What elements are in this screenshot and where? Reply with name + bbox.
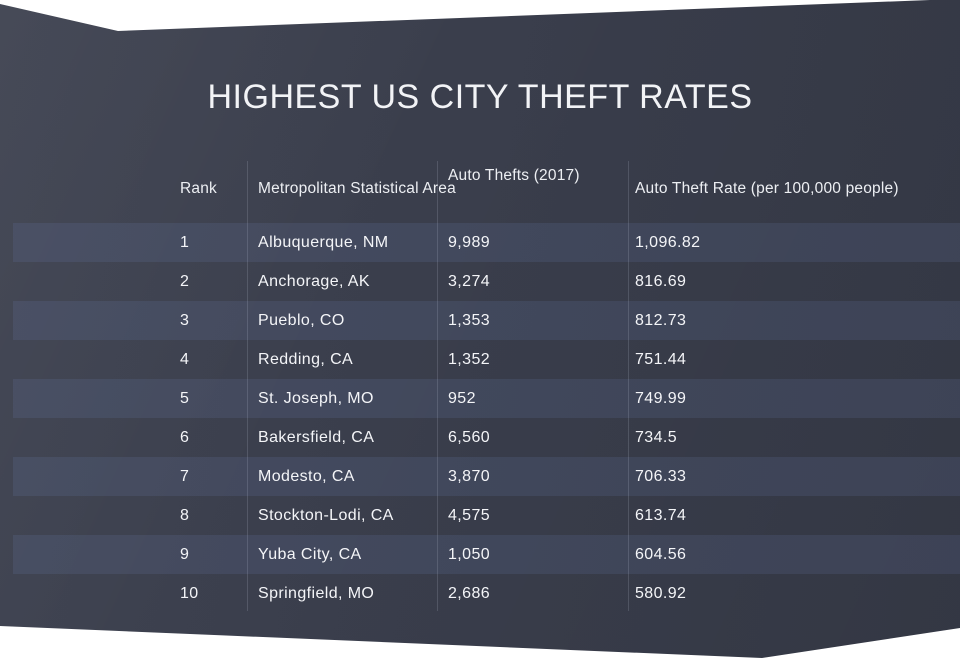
cell-theft-rate: 812.73 <box>635 311 687 329</box>
cell-rank: 5 <box>180 389 190 407</box>
cell-rank: 1 <box>180 233 190 251</box>
cell-metro-area: Modesto, CA <box>258 467 355 485</box>
table-row: 8 Stockton-Lodi, CA 4,575 613.74 <box>13 496 960 535</box>
cell-theft-rate: 751.44 <box>635 350 687 368</box>
column-divider-2 <box>437 161 438 611</box>
cell-theft-rate: 613.74 <box>635 506 687 524</box>
cell-metro-area: Yuba City, CA <box>258 545 362 563</box>
cell-auto-thefts: 1,353 <box>448 311 491 329</box>
cell-theft-rate: 749.99 <box>635 389 687 407</box>
cell-theft-rate: 706.33 <box>635 467 687 485</box>
cell-auto-thefts: 4,575 <box>448 506 491 524</box>
cell-auto-thefts: 2,686 <box>448 584 491 602</box>
table-row: 6 Bakersfield, CA 6,560 734.5 <box>13 418 960 457</box>
cell-metro-area: Bakersfield, CA <box>258 428 375 446</box>
table-row: 7 Modesto, CA 3,870 706.33 <box>13 457 960 496</box>
column-header-auto-thefts: Auto Thefts (2017) <box>448 167 580 184</box>
cell-rank: 2 <box>180 272 190 290</box>
column-header-rank: Rank <box>180 180 217 197</box>
cell-auto-thefts: 6,560 <box>448 428 491 446</box>
cell-auto-thefts: 3,870 <box>448 467 491 485</box>
cell-rank: 8 <box>180 506 190 524</box>
cell-theft-rate: 816.69 <box>635 272 687 290</box>
cell-auto-thefts: 1,352 <box>448 350 491 368</box>
cell-rank: 6 <box>180 428 190 446</box>
cell-theft-rate: 580.92 <box>635 584 687 602</box>
table-row: 9 Yuba City, CA 1,050 604.56 <box>13 535 960 574</box>
cell-rank: 4 <box>180 350 190 368</box>
table-row: 3 Pueblo, CO 1,353 812.73 <box>13 301 960 340</box>
column-divider-3 <box>628 161 629 611</box>
table-row: 5 St. Joseph, MO 952 749.99 <box>13 379 960 418</box>
table-header-row: Rank Metropolitan Statistical Area Auto … <box>13 155 960 223</box>
table-body: 1 Albuquerque, NM 9,989 1,096.82 2 Ancho… <box>13 223 960 613</box>
theft-rates-table: Rank Metropolitan Statistical Area Auto … <box>13 155 960 613</box>
column-header-metro-area: Metropolitan Statistical Area <box>258 180 456 197</box>
cell-metro-area: Pueblo, CO <box>258 311 345 329</box>
cell-rank: 10 <box>180 584 199 602</box>
cell-theft-rate: 1,096.82 <box>635 233 701 251</box>
table-row: 1 Albuquerque, NM 9,989 1,096.82 <box>13 223 960 262</box>
cell-theft-rate: 604.56 <box>635 545 687 563</box>
cell-metro-area: St. Joseph, MO <box>258 389 374 407</box>
cell-auto-thefts: 1,050 <box>448 545 491 563</box>
cell-metro-area: Springfield, MO <box>258 584 375 602</box>
cell-auto-thefts: 3,274 <box>448 272 491 290</box>
cell-metro-area: Albuquerque, NM <box>258 233 389 251</box>
cell-metro-area: Redding, CA <box>258 350 354 368</box>
table-row: 4 Redding, CA 1,352 751.44 <box>13 340 960 379</box>
cell-auto-thefts: 952 <box>448 389 476 407</box>
column-header-theft-rate: Auto Theft Rate (per 100,000 people) <box>635 180 899 197</box>
cell-metro-area: Stockton-Lodi, CA <box>258 506 394 524</box>
table-row: 10 Springfield, MO 2,686 580.92 <box>13 574 960 613</box>
column-divider-1 <box>247 161 248 611</box>
cell-rank: 3 <box>180 311 190 329</box>
cell-rank: 9 <box>180 545 190 563</box>
cell-rank: 7 <box>180 467 190 485</box>
cell-theft-rate: 734.5 <box>635 428 678 446</box>
table-row: 2 Anchorage, AK 3,274 816.69 <box>13 262 960 301</box>
page-title: HIGHEST US CITY THEFT RATES <box>207 78 753 116</box>
cell-auto-thefts: 9,989 <box>448 233 491 251</box>
cell-metro-area: Anchorage, AK <box>258 272 370 290</box>
